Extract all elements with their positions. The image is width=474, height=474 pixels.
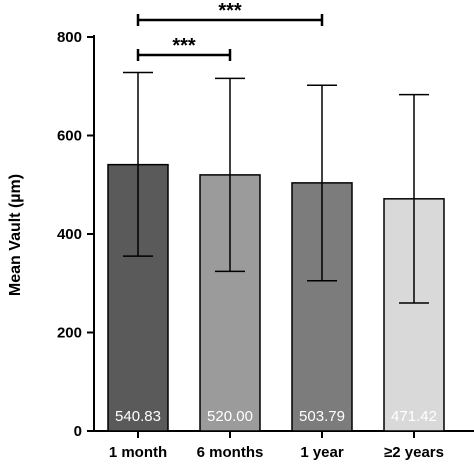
data-label: 520.00 [207,408,253,425]
data-label: 471.42 [391,408,437,425]
significance-label: *** [172,35,196,57]
significance-brackets: *** *** [136,0,324,61]
axes: 0 200 400 600 800 1 month 6 months 1 year ≥2 yea… [57,29,474,461]
y-tick-label: 0 [74,423,82,440]
bars: 540.83 520.00 503.79 471.42 [107,163,445,432]
data-label: 503.79 [299,408,345,425]
x-tick-label: ≥2 years [384,444,444,461]
y-tick-label: 400 [57,226,82,243]
error-bars [123,71,429,304]
y-tick-label: 800 [57,29,82,46]
y-tick-label: 600 [57,128,82,145]
data-label: 540.83 [115,408,161,425]
bar [107,163,169,432]
x-tick-label: 1 month [109,444,167,461]
y-tick-label: 200 [57,325,82,342]
y-axis-label: Mean Vault (µm) [7,174,24,296]
significance-label: *** [218,0,242,22]
x-tick-label: 6 months [197,444,264,461]
x-tick-label: 1 year [300,444,344,461]
